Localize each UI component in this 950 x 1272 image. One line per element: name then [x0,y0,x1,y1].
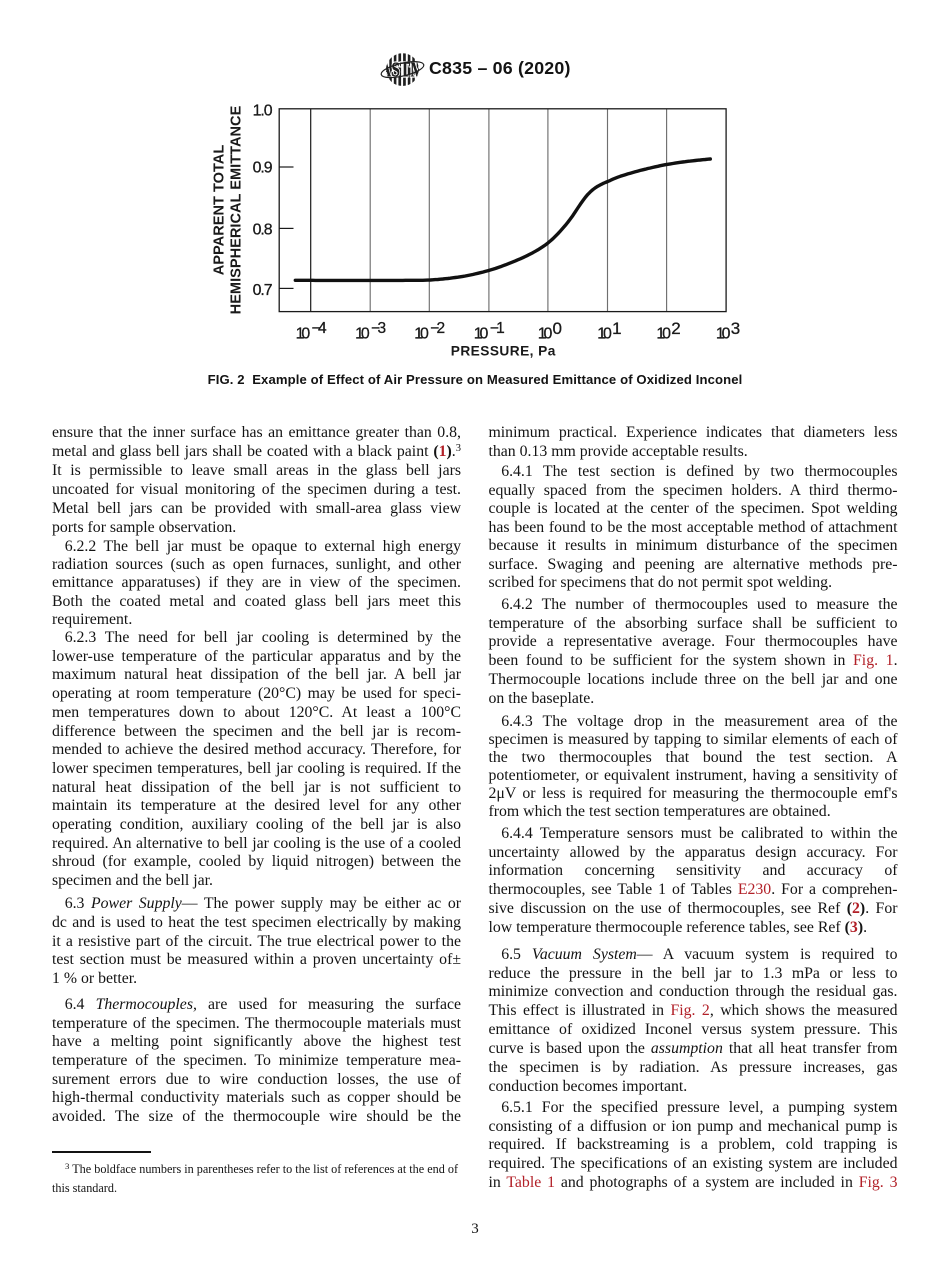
svg-text:10: 10 [538,325,553,342]
svg-text:10: 10 [597,325,612,342]
svg-text:HEMISPHERICAL EMITTANCE: HEMISPHERICAL EMITTANCE [228,105,244,314]
svg-text:10: 10 [296,325,311,342]
svg-text:10: 10 [414,325,429,342]
svg-text:10: 10 [474,325,489,342]
svg-text:3: 3 [731,319,740,338]
svg-text:APPARENT TOTAL: APPARENT TOTAL [211,145,227,276]
svg-text:10: 10 [716,325,731,342]
svg-text:PRESSURE, Pa: PRESSURE, Pa [451,344,556,359]
svg-text:10: 10 [656,325,671,342]
svg-text:0.7: 0.7 [253,282,273,299]
svg-text:1: 1 [612,319,621,338]
svg-text:1.0: 1.0 [253,103,273,120]
svg-text:0: 0 [553,319,562,338]
svg-text:0.9: 0.9 [253,160,273,177]
svg-text:2: 2 [671,319,680,338]
svg-text:10: 10 [355,325,370,342]
svg-text:0.8: 0.8 [253,221,273,238]
